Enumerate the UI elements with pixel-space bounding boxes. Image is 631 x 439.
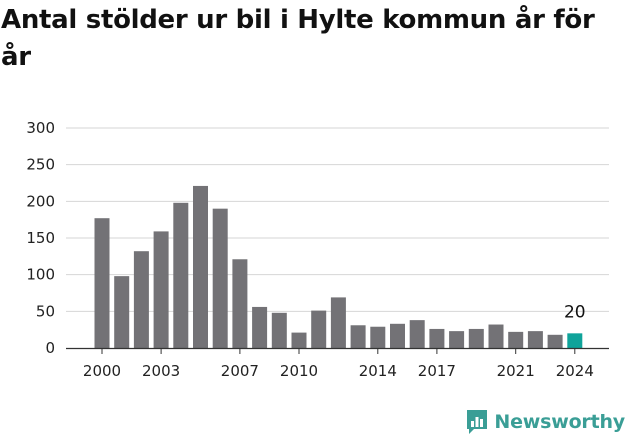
bar <box>429 328 445 348</box>
bar <box>252 306 268 348</box>
x-tick-label: 2007 <box>221 362 259 380</box>
x-tick-label: 2003 <box>142 362 180 380</box>
y-tick-label: 200 <box>26 192 55 210</box>
bar <box>153 231 169 348</box>
x-tick-label: 2014 <box>359 362 397 380</box>
bar <box>232 259 248 348</box>
newsworthy-logo-icon <box>467 410 488 434</box>
bar <box>193 185 208 348</box>
bar <box>133 251 149 348</box>
bar <box>409 320 425 348</box>
bar <box>449 331 465 348</box>
y-tick-label: 150 <box>26 229 55 247</box>
bar <box>370 326 386 348</box>
bar <box>488 324 504 348</box>
data-label-2024: 20 <box>564 302 586 322</box>
x-tick-label: 2017 <box>418 362 456 380</box>
y-tick-label: 50 <box>36 302 55 320</box>
bar <box>390 323 405 348</box>
x-axis-ticks: 2000 2003 2007 2010 2014 2017 2021 2024 <box>83 348 594 380</box>
bar <box>547 334 563 348</box>
bar <box>311 310 327 348</box>
y-tick-label: 100 <box>26 266 55 284</box>
bar <box>527 331 543 348</box>
y-tick-label: 300 <box>26 119 55 137</box>
bar <box>350 325 366 348</box>
chart-title: Antal stölder ur bil i Hylte kommun år f… <box>1 5 595 72</box>
bar <box>173 202 189 348</box>
bar <box>468 328 484 348</box>
x-tick-label: 2024 <box>556 362 594 380</box>
bar <box>508 331 524 348</box>
bar <box>94 218 110 348</box>
x-tick-label: 2010 <box>280 362 318 380</box>
bar <box>114 276 130 348</box>
data-labels: 20 <box>564 302 586 322</box>
bar <box>212 208 228 348</box>
y-axis-ticks: 0 50 100 150 200 250 300 <box>26 119 55 357</box>
brand-logo: Newsworthy <box>465 409 625 435</box>
bar <box>271 312 287 348</box>
bar <box>291 332 307 348</box>
y-tick-label: 0 <box>45 339 55 357</box>
y-tick-label: 250 <box>26 156 55 174</box>
brand-name: Newsworthy <box>494 411 625 433</box>
bar-highlight <box>567 333 583 348</box>
x-tick-label: 2000 <box>83 362 121 380</box>
x-tick-label: 2021 <box>497 362 535 380</box>
bars <box>94 185 583 348</box>
bar <box>330 297 346 348</box>
